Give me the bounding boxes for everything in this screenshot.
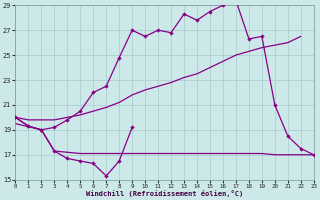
X-axis label: Windchill (Refroidissement éolien,°C): Windchill (Refroidissement éolien,°C): [86, 190, 243, 197]
